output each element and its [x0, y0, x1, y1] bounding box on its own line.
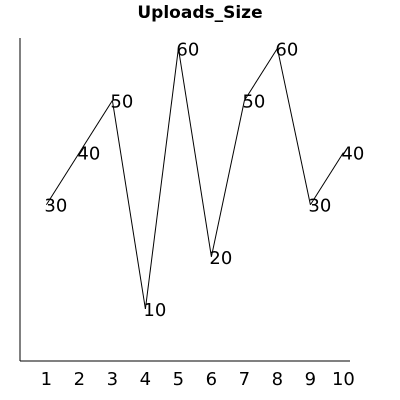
data-label: 20 [209, 248, 232, 269]
data-label: 30 [308, 196, 331, 217]
data-label: 10 [143, 300, 166, 321]
series-line-segment [276, 48, 311, 205]
data-label: 40 [77, 144, 100, 165]
series-layer [45, 48, 344, 309]
x-tick-label: 9 [305, 369, 316, 390]
data-label: 30 [44, 196, 67, 217]
data-label: 50 [110, 92, 133, 113]
x-tick-labels-layer: 1 2 3 4 5 6 7 8 9 10 [41, 369, 355, 390]
series-line-segment [177, 48, 212, 257]
series-line-segment [111, 100, 146, 309]
x-tick-label: 7 [239, 369, 250, 390]
series-line-segment [309, 152, 344, 205]
data-label: 60 [275, 39, 298, 60]
data-label: 40 [341, 144, 364, 165]
data-labels-layer: 30 40 50 10 60 20 50 60 30 40 [44, 39, 364, 320]
x-tick-label: 4 [140, 369, 151, 390]
series-line-segment [210, 100, 245, 257]
x-tick-label: 6 [206, 369, 217, 390]
data-label: 60 [176, 39, 199, 60]
x-tick-label: 2 [74, 369, 85, 390]
data-label: 50 [242, 92, 265, 113]
series-line-segment [144, 48, 179, 309]
series-line-segment [78, 100, 113, 153]
x-tick-label: 1 [41, 369, 52, 390]
series-line-segment [45, 152, 80, 205]
x-tick-label: 10 [332, 369, 355, 390]
series-line-segment [243, 48, 278, 101]
x-tick-label: 5 [173, 369, 184, 390]
chart-title: Uploads_Size [137, 3, 262, 23]
x-tick-label: 8 [272, 369, 283, 390]
x-tick-label: 3 [107, 369, 118, 390]
